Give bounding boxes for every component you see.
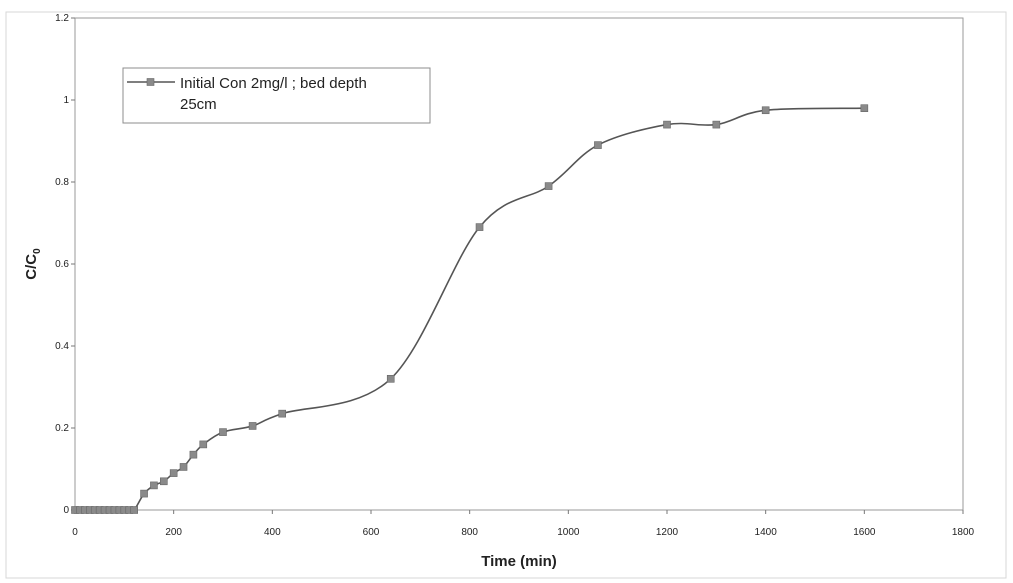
data-point-marker	[712, 120, 721, 129]
y-axis: 0 0.2 0.4 0.6 0.8 1 1.2	[55, 13, 75, 516]
y-axis-title: C/C0	[23, 248, 43, 280]
data-point-marker	[860, 104, 869, 112]
x-tick-label: 1600	[853, 527, 876, 538]
chart-area-border	[5, 11, 1007, 579]
y-axis-title-main: C/C	[23, 254, 40, 280]
y-tick-label: 1	[63, 95, 69, 106]
data-point-marker	[248, 422, 257, 430]
x-tick-label: 0	[72, 527, 78, 538]
x-axis-title: Time (min)	[481, 553, 557, 570]
data-point-marker	[386, 374, 395, 383]
y-tick-label: 0.4	[55, 341, 69, 352]
legend: Initial Con 2mg/l ; bed depth 25cm	[122, 67, 431, 124]
x-axis: 0 200 400 600 800 1000 1200 1400 1600 1800	[72, 510, 975, 538]
legend-label-line2: 25cm	[180, 96, 217, 113]
data-point-marker	[278, 409, 287, 418]
x-tick-label: 200	[165, 527, 182, 538]
y-tick-label: 0.2	[55, 423, 69, 434]
y-tick-label: 0.6	[55, 259, 69, 270]
data-point-marker	[140, 489, 148, 498]
x-tick-label: 800	[461, 527, 478, 538]
data-point-marker	[160, 477, 168, 486]
data-point-marker	[544, 182, 553, 190]
legend-label-line1: Initial Con 2mg/l ; bed depth	[180, 75, 367, 92]
data-point-marker	[130, 506, 138, 514]
x-tick-label: 400	[264, 527, 281, 538]
data-point-marker	[169, 469, 178, 477]
x-tick-label: 1800	[952, 527, 975, 538]
x-tick-label: 1200	[656, 527, 679, 538]
x-tick-label: 600	[363, 527, 380, 538]
legend-marker-swatch	[146, 78, 155, 86]
series-line	[75, 107, 865, 512]
y-axis-title-subscript: 0	[32, 248, 43, 254]
data-point-marker	[189, 450, 198, 459]
data-point-marker	[594, 141, 602, 149]
data-point-marker	[179, 463, 188, 471]
series-markers	[71, 104, 869, 514]
data-point-marker	[475, 223, 484, 231]
y-tick-label: 1.2	[55, 13, 69, 24]
y-tick-label: 0	[63, 505, 69, 516]
data-point-marker	[663, 120, 671, 129]
data-point-marker	[761, 106, 770, 115]
y-tick-label: 0.8	[55, 177, 69, 188]
x-tick-label: 1000	[557, 527, 580, 538]
legend-box	[122, 67, 431, 124]
data-point-marker	[199, 440, 208, 449]
data-point-marker	[219, 428, 227, 436]
x-tick-label: 1400	[755, 527, 778, 538]
data-point-marker	[150, 481, 158, 490]
